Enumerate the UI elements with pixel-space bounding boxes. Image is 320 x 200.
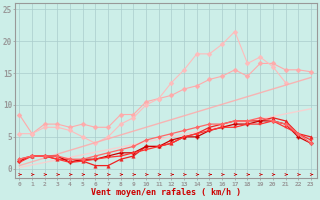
X-axis label: Vent moyen/en rafales ( km/h ): Vent moyen/en rafales ( km/h ) bbox=[92, 188, 241, 197]
